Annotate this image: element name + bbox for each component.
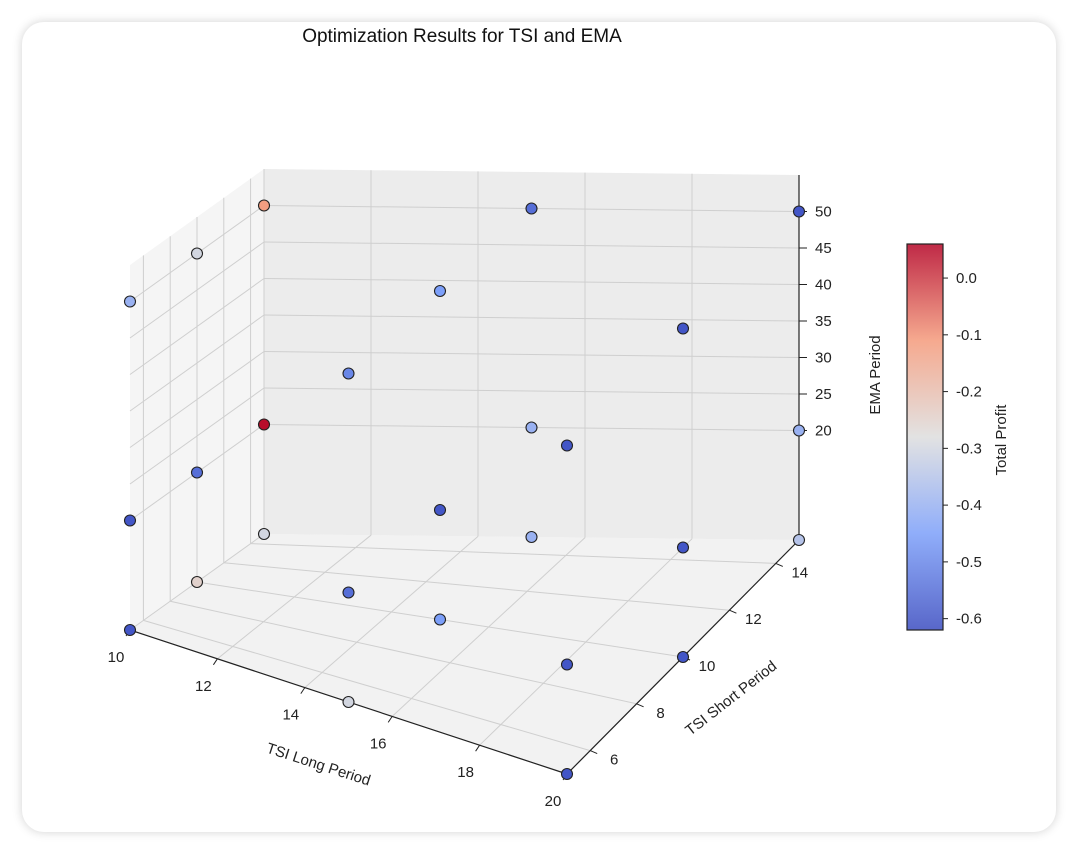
back-grid-z	[263, 314, 800, 322]
data-point	[525, 421, 538, 434]
data-point	[560, 767, 574, 781]
data-point	[342, 367, 355, 380]
data-point	[792, 424, 806, 437]
colorbar-tick-label: 0.0	[956, 270, 977, 287]
y-tick-mark	[775, 562, 783, 567]
floor-grid-y	[170, 600, 637, 705]
floor-grid-y	[223, 562, 730, 611]
y-tick-mark	[590, 750, 598, 755]
data-points	[123, 199, 806, 781]
colorbar-tick-label: -0.3	[956, 440, 982, 457]
floor-grid-y	[250, 543, 776, 564]
data-point	[123, 623, 137, 637]
data-point	[123, 514, 137, 527]
y-tick-mark	[636, 703, 644, 708]
data-point	[342, 586, 355, 599]
left-grid-z	[129, 351, 265, 448]
x-tick-mark	[387, 716, 393, 723]
x-tick-mark	[300, 687, 306, 694]
data-point	[433, 284, 447, 298]
data-point	[433, 503, 447, 517]
colorbar-tick-label: -0.2	[956, 384, 982, 401]
colorbar-tick-label: -0.1	[956, 327, 982, 344]
data-point	[257, 418, 271, 431]
y-tick-label: 12	[745, 611, 762, 628]
y-tick-label: 14	[791, 564, 808, 581]
data-point	[525, 202, 538, 215]
x-tick-label: 14	[282, 707, 299, 724]
colorbar-label: Total Profit	[993, 404, 1010, 476]
colorbar-tick-label: -0.5	[956, 554, 982, 571]
data-point	[190, 466, 204, 479]
colorbar-tick-label: -0.6	[956, 611, 982, 628]
data-point	[257, 527, 271, 541]
z-tick-label: 35	[815, 313, 832, 330]
data-point	[560, 658, 574, 671]
x-axis-label: TSI Long Period	[264, 740, 372, 790]
z-tick-label: 25	[815, 386, 832, 403]
data-point	[123, 295, 137, 308]
data-point	[257, 199, 271, 212]
chart-card: Optimization Results for TSI and EMA 10 1…	[22, 22, 1056, 832]
x-tick-label: 18	[457, 764, 474, 781]
back-grid-z	[263, 278, 800, 285]
data-point	[342, 695, 355, 709]
data-point	[676, 541, 690, 554]
left-grid-z	[129, 241, 265, 339]
left-grid-z	[129, 278, 265, 375]
y-axis-label: TSI Short Period	[682, 658, 780, 740]
chart-title: Optimization Results for TSI and EMA	[302, 26, 622, 47]
y-tick-label: 10	[699, 658, 716, 675]
data-point	[525, 530, 538, 544]
z-tick-label: 50	[815, 204, 832, 221]
colorbar-tick-label: -0.4	[956, 497, 982, 514]
data-point	[792, 533, 806, 547]
x-tick-mark	[212, 658, 218, 666]
y-tick-label: 6	[610, 752, 618, 769]
chart-svg: Optimization Results for TSI and EMA 10 1…	[108, 26, 1010, 810]
floor-grid-y	[143, 619, 591, 752]
back-grid-z	[263, 351, 800, 358]
colorbar: 0.0 -0.1 -0.2 -0.3 -0.4 -0.5 -0.6 Total Profit	[906, 243, 1010, 631]
x-tick-label: 16	[370, 735, 387, 752]
colorbar-gradient	[906, 243, 944, 631]
data-point	[560, 439, 574, 452]
x-tick-label: 10	[108, 649, 125, 666]
x-tick-label: 12	[195, 678, 212, 695]
back-grid-z	[263, 241, 800, 249]
z-tick-label: 40	[815, 277, 832, 294]
data-point	[190, 575, 204, 589]
axis-panes	[130, 169, 799, 774]
x-tick-mark	[475, 744, 481, 752]
left-grid-z	[129, 387, 265, 485]
data-point	[676, 322, 690, 335]
z-tick-label: 30	[815, 350, 832, 367]
y-tick-label: 8	[656, 705, 664, 722]
x-tick-label: 20	[545, 793, 562, 810]
z-axis-label: EMA Period	[867, 335, 884, 414]
data-point	[433, 613, 447, 626]
floor-pane	[130, 534, 799, 774]
data-point	[792, 205, 806, 218]
z-tick-label: 20	[815, 423, 832, 440]
y-tick-mark	[729, 609, 737, 614]
z-tick-label: 45	[815, 240, 832, 257]
data-point	[676, 650, 690, 664]
left-grid-z	[129, 314, 265, 412]
back-grid-z	[263, 387, 800, 395]
data-point	[190, 247, 204, 260]
